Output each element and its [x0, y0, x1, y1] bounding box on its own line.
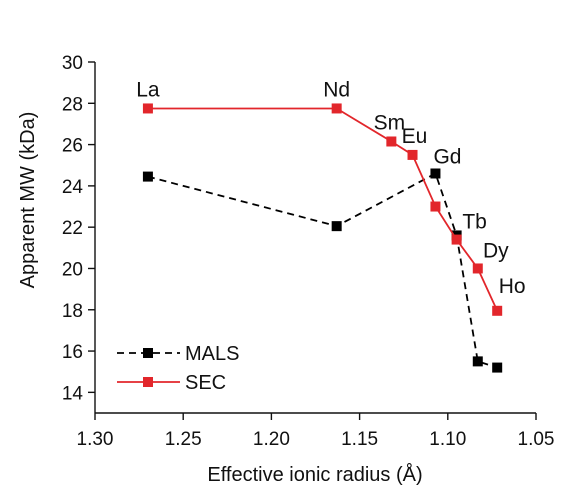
point-label: Dy	[483, 239, 509, 262]
data-point-sec	[142, 103, 153, 114]
series-line-sec	[147, 107, 499, 312]
data-point-mals	[331, 221, 342, 232]
x-tick-label: 1.15	[341, 429, 378, 450]
point-label: Tb	[462, 211, 487, 234]
x-tick-label: 1.30	[77, 429, 114, 450]
point-label: Nd	[323, 78, 350, 101]
y-axis-title: Apparent MW (kDa)	[17, 112, 39, 289]
data-point-mals	[430, 168, 441, 179]
legend: MALS SEC	[117, 343, 239, 394]
point-label: La	[136, 78, 160, 101]
data-point-mals	[472, 356, 483, 367]
point-label: Eu	[402, 125, 428, 148]
y-tick-label: 22	[62, 218, 83, 239]
data-point-mals	[142, 171, 153, 182]
point-label: Ho	[499, 275, 526, 298]
data-point-sec	[386, 136, 397, 147]
legend-label-mals: MALS	[185, 343, 239, 365]
x-tick-label: 1.25	[165, 429, 202, 450]
x-tick-label: 1.20	[253, 429, 290, 450]
data-point-sec	[472, 263, 483, 274]
data-point-mals	[492, 362, 503, 373]
y-tick-label: 14	[62, 383, 84, 404]
y-tick-label: 30	[62, 53, 83, 74]
data-point-sec	[430, 201, 441, 212]
y-tick-label: 26	[62, 136, 83, 157]
axes: 1.30 1.25 1.20 1.15 1.10 1.05 14 16 18 20 22 24 26 28…	[62, 53, 555, 450]
y-tick-label: 16	[62, 342, 83, 363]
x-axis-title: Effective ionic radius (Å)	[207, 463, 422, 486]
data-point-sec	[451, 234, 462, 245]
y-tick-label: 20	[62, 259, 83, 280]
data-point-sec	[407, 149, 418, 160]
series-line-mals	[147, 172, 498, 369]
legend-marker-sec	[143, 377, 153, 387]
point-label: Sm	[374, 111, 406, 134]
legend-label-sec: SEC	[185, 372, 226, 394]
y-tick-label: 24	[62, 177, 84, 198]
legend-marker-mals	[143, 348, 153, 358]
x-tick-label: 1.05	[518, 429, 555, 450]
data-point-sec	[492, 305, 503, 316]
y-tick-label: 18	[62, 301, 83, 322]
y-tick-label: 28	[62, 94, 83, 115]
point-label: Gd	[433, 145, 461, 168]
series-layer	[142, 103, 503, 373]
x-tick-label: 1.10	[429, 429, 466, 450]
data-point-sec	[331, 103, 342, 114]
